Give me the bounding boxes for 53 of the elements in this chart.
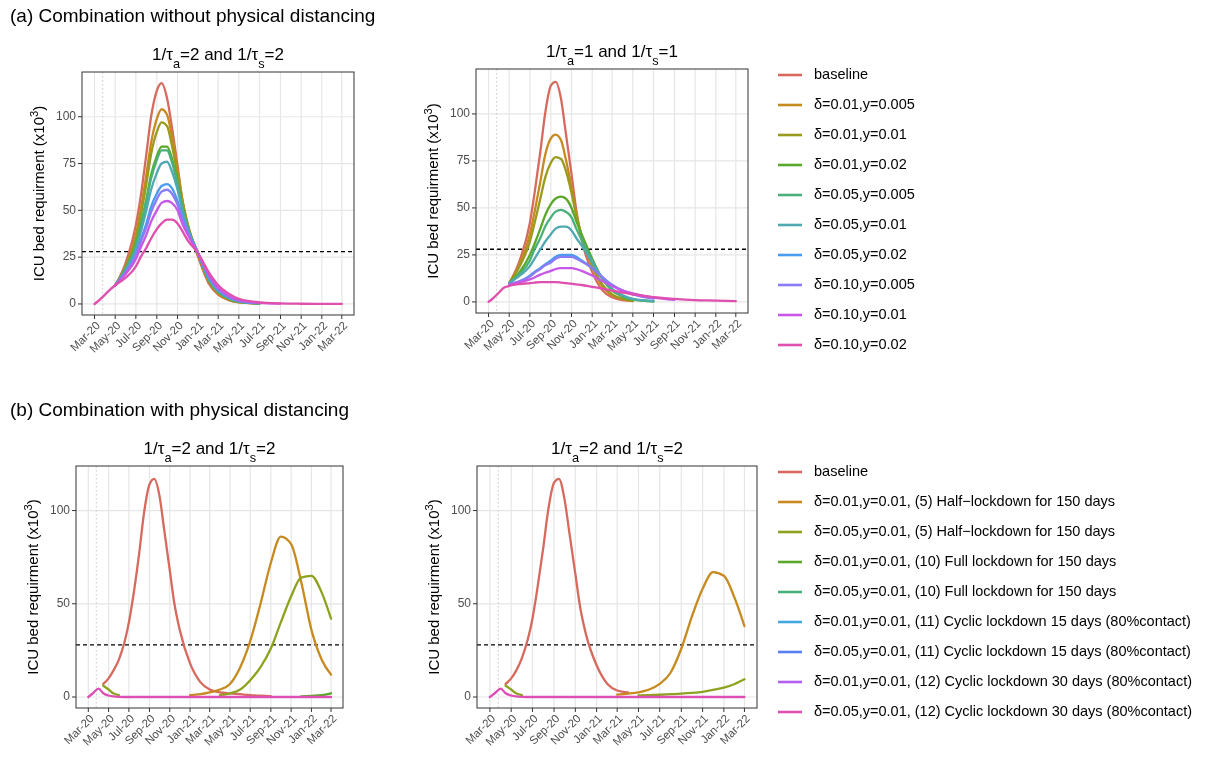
line-series — [114, 199, 282, 305]
line-series — [488, 687, 746, 699]
legend-label: δ=0.05,y=0.005 — [814, 185, 915, 202]
y-tick-label: 100 — [49, 502, 71, 517]
legend-label: δ=0.10,y=0.01 — [814, 305, 907, 322]
y-tick-label: 25 — [62, 249, 77, 264]
line-series — [102, 477, 272, 698]
y-tick-label: 25 — [456, 247, 471, 262]
legend-label: δ=0.01,y=0.01, (10) Full lockdown for 150 days — [814, 552, 1117, 569]
y-tick-label: 0 — [69, 296, 77, 311]
y-tick-label: 100 — [55, 108, 77, 123]
legend-label: baseline — [814, 65, 869, 82]
chart-subtitle: 1/τ$_{a}$=2 and 1/τ$_{s}$=2 — [152, 45, 284, 71]
y-tick-label: 50 — [56, 595, 71, 610]
line-series — [508, 266, 676, 301]
chart-title: (b) Combination with physical distancing — [10, 399, 349, 420]
legend-label: δ=0.05,y=0.01 — [814, 215, 907, 232]
legend-label: δ=0.01,y=0.02 — [814, 155, 907, 172]
legend-label: δ=0.05,y=0.02 — [814, 245, 907, 262]
legend-label: δ=0.10,y=0.02 — [814, 335, 907, 352]
chart-subtitle: 1/τ$_{a}$=2 and 1/τ$_{s}$=2 — [143, 439, 276, 465]
y-tick-label: 0 — [63, 689, 71, 704]
y-tick-label: 50 — [457, 595, 472, 610]
line-series — [93, 218, 343, 306]
legend-label: δ=0.01,y=0.01, (11) Cyclic lockdown 15 days (80%contact) — [814, 612, 1191, 629]
y-tick-label: 50 — [456, 200, 471, 215]
y-tick-label: 75 — [456, 153, 471, 168]
legend-label: δ=0.01,y=0.01, (12) Cyclic lockdown 30 days (80%contact) — [814, 672, 1193, 689]
y-tick-label: 75 — [62, 155, 77, 170]
line-series — [188, 535, 333, 697]
y-tick-label: 50 — [62, 202, 77, 217]
legend-label: δ=0.01,y=0.01 — [814, 125, 907, 142]
legend-label: δ=0.01,y=0.01, (5) Half−lockdown for 150 days — [814, 492, 1116, 509]
chart-subtitle: 1/τ$_{a}$=2 and 1/τ$_{s}$=2 — [551, 439, 683, 465]
y-tick-label: 100 — [450, 502, 472, 517]
legend-label: baseline — [814, 462, 869, 479]
legend-label: δ=0.10,y=0.005 — [814, 275, 915, 292]
legend-label: δ=0.05,y=0.01, (11) Cyclic lockdown 15 days (80%contact) — [814, 642, 1191, 659]
line-series — [508, 225, 655, 303]
legend-label: δ=0.05,y=0.01, (10) Full lockdown for 150 days — [814, 582, 1117, 599]
line-series — [87, 687, 333, 699]
line-series — [504, 477, 630, 694]
legend-label: δ=0.05,y=0.01, (5) Half−lockdown for 150 days — [814, 522, 1116, 539]
y-tick-label: 0 — [464, 689, 472, 704]
y-tick-label: 100 — [449, 106, 471, 121]
legend-label: δ=0.05,y=0.01, (12) Cyclic lockdown 30 days (80%contact) — [814, 702, 1193, 719]
legend-label: δ=0.01,y=0.005 — [814, 95, 915, 112]
line-series — [508, 255, 655, 300]
chart-title: (a) Combination without physical distancing — [10, 5, 376, 26]
line-series — [616, 570, 746, 696]
chart-subtitle: 1/τ$_{a}$=1 and 1/τ$_{s}$=1 — [546, 42, 678, 68]
y-tick-label: 0 — [463, 294, 471, 309]
line-series — [487, 281, 737, 304]
